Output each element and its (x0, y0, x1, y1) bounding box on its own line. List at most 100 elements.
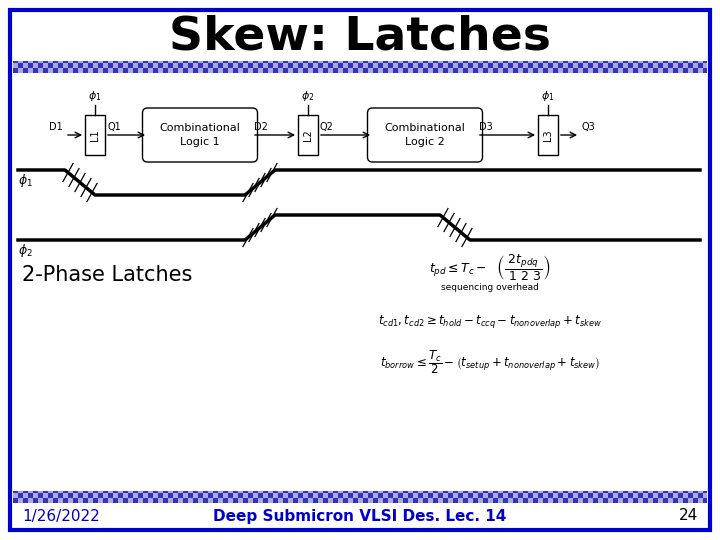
Bar (53, 63, 58, 68)
Bar (648, 498, 653, 503)
Bar (383, 493, 388, 498)
Bar (68, 498, 73, 503)
Bar (303, 493, 308, 498)
Bar (188, 61, 193, 63)
Bar (423, 63, 428, 68)
Bar (168, 61, 173, 63)
Bar (348, 491, 353, 493)
Bar (18, 491, 23, 493)
Bar (268, 61, 273, 63)
Bar (683, 63, 688, 68)
Bar (548, 68, 553, 73)
Bar (213, 63, 218, 68)
Bar (698, 61, 703, 63)
Bar (538, 61, 543, 63)
Bar (528, 61, 533, 63)
Bar (563, 63, 568, 68)
Bar (13, 63, 18, 68)
Bar (498, 61, 503, 63)
Bar (148, 68, 153, 73)
Bar (93, 63, 98, 68)
Bar (263, 63, 268, 68)
Bar (88, 68, 93, 73)
Bar (558, 491, 563, 493)
Bar (198, 61, 203, 63)
Bar (603, 493, 608, 498)
Bar (108, 491, 113, 493)
Bar (378, 498, 383, 503)
Bar (293, 493, 298, 498)
Bar (608, 491, 613, 493)
Bar (138, 498, 143, 503)
Bar (538, 68, 543, 73)
Bar (438, 498, 443, 503)
Bar (448, 68, 453, 73)
Bar (538, 491, 543, 493)
Bar (83, 63, 88, 68)
Bar (533, 493, 538, 498)
Bar (218, 491, 223, 493)
Bar (153, 493, 158, 498)
Bar (693, 63, 698, 68)
Bar (593, 493, 598, 498)
Bar (353, 493, 358, 498)
Bar (13, 61, 707, 73)
Bar (328, 491, 333, 493)
Bar (688, 491, 693, 493)
Bar (318, 68, 323, 73)
Bar (208, 68, 213, 73)
Bar (648, 68, 653, 73)
Bar (703, 493, 707, 498)
Bar (18, 68, 23, 73)
Bar (403, 493, 408, 498)
Bar (388, 68, 393, 73)
Bar (333, 493, 338, 498)
Bar (608, 498, 613, 503)
Bar (28, 68, 33, 73)
Bar (643, 493, 648, 498)
Bar (418, 68, 423, 73)
Bar (13, 491, 707, 503)
Bar (688, 68, 693, 73)
Bar (598, 498, 603, 503)
Bar (438, 68, 443, 73)
Bar (413, 493, 418, 498)
Bar (178, 498, 183, 503)
Bar (158, 491, 163, 493)
Bar (443, 63, 448, 68)
Bar (498, 498, 503, 503)
Bar (628, 68, 633, 73)
Bar (248, 68, 253, 73)
Bar (38, 498, 43, 503)
Bar (478, 68, 483, 73)
Bar (148, 498, 153, 503)
Bar (348, 61, 353, 63)
Bar (368, 61, 373, 63)
Bar (383, 63, 388, 68)
Bar (303, 63, 308, 68)
Bar (618, 61, 623, 63)
Bar (158, 68, 163, 73)
Bar (238, 61, 243, 63)
Bar (233, 493, 238, 498)
Bar (238, 498, 243, 503)
Bar (663, 493, 668, 498)
Bar (638, 68, 643, 73)
Bar (113, 63, 118, 68)
Bar (143, 63, 148, 68)
Bar (618, 498, 623, 503)
Bar (398, 61, 403, 63)
Text: Combinational: Combinational (384, 123, 465, 133)
Bar (403, 63, 408, 68)
Bar (498, 491, 503, 493)
Bar (458, 498, 463, 503)
Bar (573, 493, 578, 498)
Bar (88, 491, 93, 493)
Bar (693, 493, 698, 498)
Bar (343, 63, 348, 68)
Bar (418, 498, 423, 503)
Bar (48, 498, 53, 503)
Bar (658, 68, 663, 73)
Bar (318, 491, 323, 493)
Bar (123, 493, 128, 498)
